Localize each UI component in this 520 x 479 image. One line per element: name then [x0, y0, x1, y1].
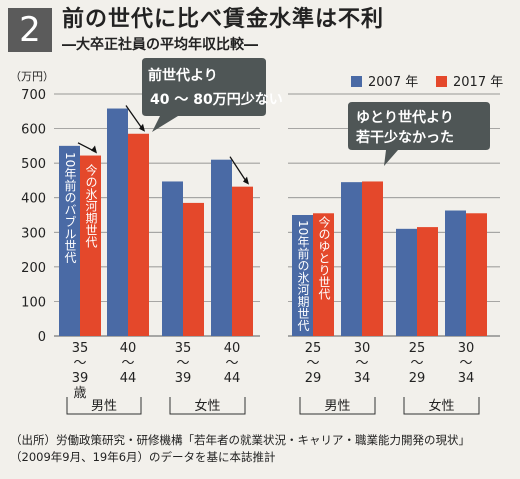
gender-bracket — [66, 397, 142, 415]
x-tick-label: 40 — [224, 341, 241, 356]
chart-panel-2 — [288, 93, 500, 415]
x-tick-label: 34 — [354, 371, 371, 386]
bar-2007 — [107, 108, 128, 337]
source-line-1: （出所）労働政策研究・研修機構「若年者の就業状況・キャリア・職業能力開発の現状」 — [10, 433, 470, 447]
y-tick-label: 400 — [21, 192, 46, 207]
bar-2007 — [396, 228, 417, 336]
callout-left-line-2: 40 〜 80万円少ない — [150, 91, 283, 108]
bar-2017 — [183, 202, 204, 336]
x-tick-label: 39 — [175, 371, 192, 386]
source-note: （出所）労働政策研究・研修機構「若年者の就業状況・キャリア・職業能力開発の現状」… — [10, 432, 515, 466]
y-axis-unit: （万円） — [10, 70, 54, 83]
bar-2017 — [313, 213, 334, 336]
x-tick-label: 〜 — [410, 356, 423, 371]
legend — [351, 76, 447, 87]
x-tick-label: 〜 — [73, 356, 86, 371]
x-tick-label: 34 — [458, 371, 475, 386]
decline-arrowhead — [243, 176, 249, 185]
callout-left-line-1: 前世代より — [148, 67, 218, 84]
x-tick-label: 29 — [409, 371, 426, 386]
x-tick-label: 30 — [458, 341, 475, 356]
y-tick-label: 700 — [21, 88, 46, 103]
x-tick-label: 39 — [72, 371, 89, 386]
decline-arrowhead — [139, 123, 145, 132]
decline-arrow — [229, 156, 248, 184]
x-tick-label: 〜 — [459, 356, 472, 371]
decline-arrow — [125, 105, 144, 131]
bar-2007 — [445, 210, 466, 336]
callout-left-bubble — [142, 58, 266, 132]
callout-right-line-1: ゆとり世代より — [356, 109, 454, 126]
x-tick-label: 〜 — [121, 356, 134, 371]
gender-label: 男性 — [324, 399, 350, 414]
y-tick-label: 100 — [21, 295, 46, 310]
x-tick-label: 25 — [305, 341, 322, 356]
bar-label-ice-age-generation-prev: 10年前の氷河期世代 — [296, 220, 310, 332]
gender-label: 男性 — [91, 399, 117, 414]
legend-label-2007: 2007 年 — [368, 75, 418, 90]
bar-2017 — [232, 186, 253, 336]
x-tick-label: 35 — [175, 341, 192, 356]
x-tick-label: 44 — [224, 371, 241, 386]
x-tick-label: 〜 — [355, 356, 368, 371]
x-tick-label: 〜 — [176, 356, 189, 371]
bar-label-bubble-generation: 10年前のバブル世代 — [63, 152, 77, 264]
x-tick-label: 〜 — [306, 356, 319, 371]
callout-right-line-2: 若干少なかった — [355, 129, 454, 146]
bar-2017 — [128, 133, 149, 336]
chart-panel-1 — [54, 93, 260, 415]
bar-2007 — [59, 145, 80, 336]
legend-swatch-2017 — [436, 76, 447, 87]
bar-2017 — [417, 227, 438, 336]
bar-2017 — [80, 155, 101, 336]
x-tick-label: 35 — [72, 341, 89, 356]
page-subtitle: ―大卒正社員の平均年収比較― — [62, 37, 258, 53]
callout-right-bubble — [348, 102, 490, 166]
bar-2007 — [341, 182, 362, 336]
page-title: 前の世代に比べ賃金水準は不利 — [62, 7, 385, 32]
callout-left — [142, 58, 266, 132]
chart-number-badge: 2 — [8, 8, 52, 52]
y-tick-label: 200 — [21, 261, 46, 276]
gender-label: 女性 — [428, 398, 454, 414]
x-tick-label: 29 — [305, 371, 322, 386]
source-line-2: （2009年9月、19年6月）のデータを基に本誌推計 — [10, 450, 276, 464]
y-tick-label: 300 — [21, 226, 46, 241]
y-tick-label: 600 — [21, 123, 46, 138]
bar-2007 — [292, 215, 313, 336]
bar-2007 — [162, 181, 183, 336]
x-tick-label: 44 — [120, 371, 137, 386]
legend-label-2017: 2017 年 — [453, 75, 503, 90]
bar-chart: （万円）010020030040050060070035〜39歳40〜4435〜… — [10, 58, 503, 415]
x-tick-label: 歳 — [73, 386, 86, 401]
y-tick-label: 500 — [21, 157, 46, 172]
x-tick-label: 25 — [409, 341, 426, 356]
x-tick-label: 30 — [354, 341, 371, 356]
bar-label-yutori-generation: 今のゆとり世代 — [317, 215, 331, 301]
gender-label: 女性 — [194, 398, 220, 414]
gender-bracket — [403, 397, 480, 415]
callout-right — [348, 102, 490, 166]
bar-2017 — [466, 213, 487, 336]
y-tick-label: 0 — [38, 330, 46, 345]
gender-bracket — [299, 397, 376, 415]
legend-swatch-2007 — [351, 76, 362, 87]
bar-2007 — [211, 159, 232, 336]
x-tick-label: 〜 — [225, 356, 238, 371]
x-tick-label: 40 — [120, 341, 137, 356]
bar-label-ice-age-generation: 今の氷河期世代 — [84, 163, 98, 249]
decline-arrowhead — [91, 145, 97, 154]
bar-2017 — [362, 181, 383, 336]
gender-bracket — [169, 397, 246, 415]
